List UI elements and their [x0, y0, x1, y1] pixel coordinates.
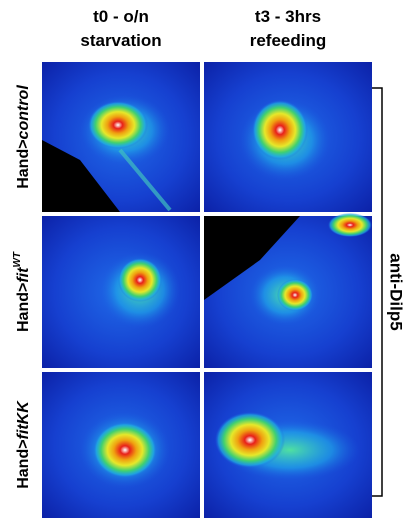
column-title: t0 - o/n	[93, 7, 149, 26]
row-label: Hand>fitWT	[12, 251, 33, 332]
signal	[328, 213, 372, 237]
dark-region	[42, 140, 120, 212]
column-title: refeeding	[250, 31, 327, 50]
row-label: Hand>fitKK	[15, 400, 32, 489]
row-label: Hand>control	[15, 85, 32, 189]
signal	[118, 258, 162, 302]
signal	[93, 422, 157, 478]
panel-grid	[42, 62, 372, 518]
dark-region	[204, 216, 300, 300]
column-title: starvation	[80, 31, 161, 50]
side-label: anti-Dilp5	[387, 253, 406, 330]
signal	[88, 101, 148, 149]
signal	[252, 100, 308, 160]
signal	[215, 412, 285, 468]
axon	[118, 148, 172, 212]
bracket	[372, 87, 383, 497]
signal	[277, 279, 313, 311]
column-title: t3 - 3hrs	[255, 7, 321, 26]
